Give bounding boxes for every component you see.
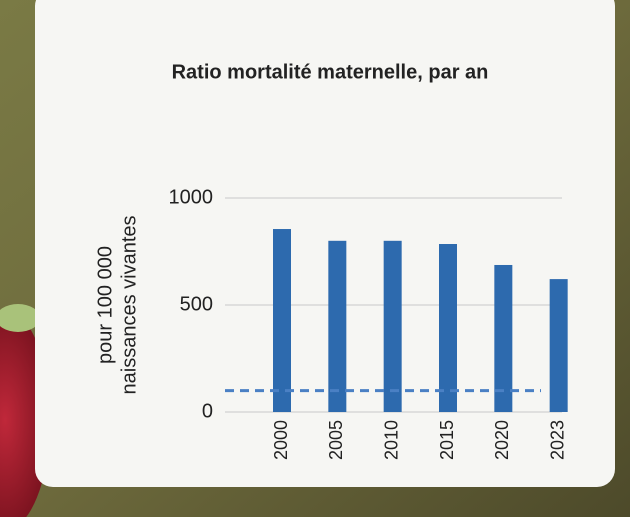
y-tick-label: 0	[202, 400, 213, 422]
y-axis-label: naissances vivantes	[118, 216, 140, 395]
chart-title: Ratio mortalité maternelle, par an	[172, 61, 489, 83]
y-tick-label: 500	[180, 293, 213, 315]
y-axis-label: pour 100 000	[94, 246, 116, 364]
x-tick-label: 2005	[326, 420, 346, 460]
x-tick-label: 2023	[547, 420, 567, 460]
background-leaf	[0, 304, 40, 332]
bar	[494, 264, 513, 412]
x-tick-label: 2020	[492, 420, 512, 460]
bar	[383, 240, 402, 412]
bar	[439, 244, 457, 412]
bar	[549, 279, 568, 412]
x-tick-label: 2010	[381, 420, 401, 460]
y-tick-label: 1000	[169, 186, 214, 208]
card	[35, 0, 615, 487]
x-tick-label: 2015	[437, 420, 457, 460]
bar	[273, 229, 291, 412]
x-tick-label: 2000	[271, 420, 291, 460]
bar	[328, 240, 347, 412]
